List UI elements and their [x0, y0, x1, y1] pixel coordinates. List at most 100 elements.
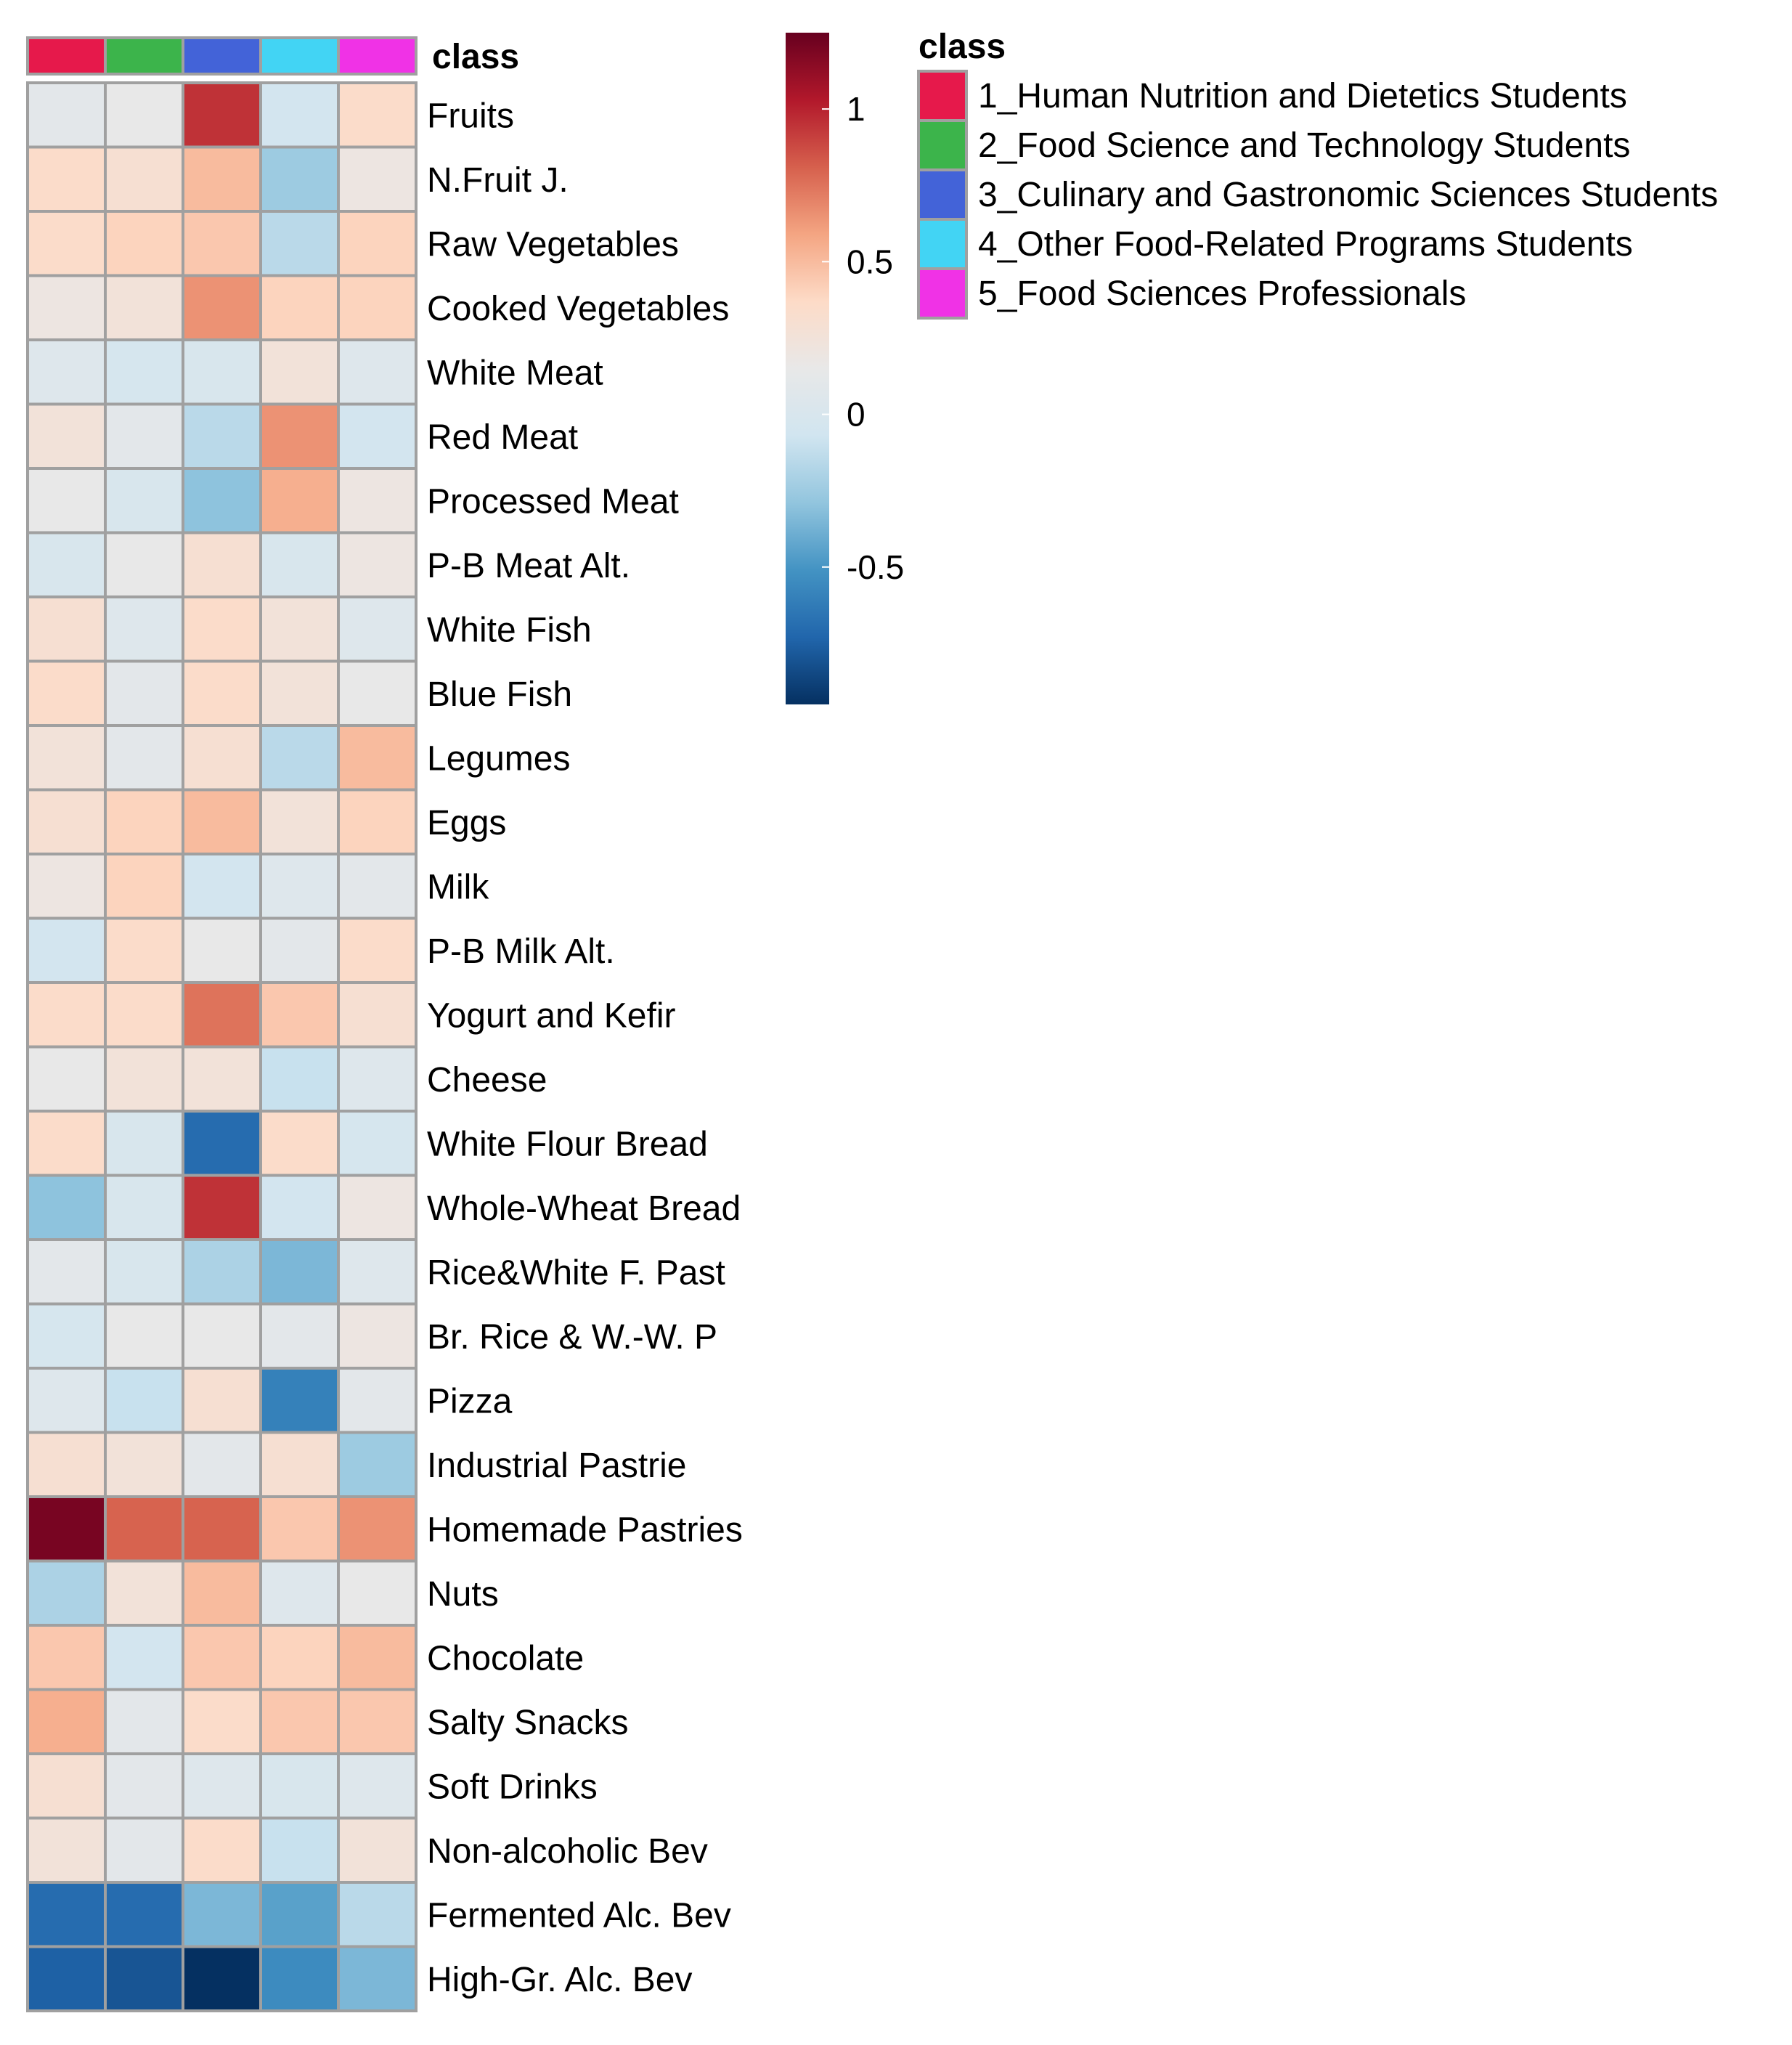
- heatmap-cell: [182, 1495, 262, 1563]
- heatmap-cell: [104, 595, 184, 663]
- heatmap-cell: [182, 145, 262, 213]
- heatmap-cell: [259, 1881, 340, 1948]
- heatmap-cell: [337, 853, 418, 920]
- heatmap-cell: [337, 1881, 418, 1948]
- heatmap-cell: [182, 1688, 262, 1755]
- heatmap-cell: [182, 1559, 262, 1627]
- row-label: Yogurt and Kefir: [427, 996, 675, 1035]
- heatmap-cell: [182, 402, 262, 470]
- row-label: P-B Meat Alt.: [427, 547, 630, 585]
- heatmap-cell: [104, 274, 184, 341]
- heatmap-cell: [104, 916, 184, 984]
- heatmap-cell: [182, 1238, 262, 1306]
- colorbar-tick-label: -0.5: [847, 548, 904, 586]
- heatmap-cell: [337, 1752, 418, 1820]
- annotation-cell-5: [337, 36, 418, 76]
- heatmap-cell: [104, 338, 184, 406]
- heatmap-cell: [104, 659, 184, 727]
- annotation-cell-3: [182, 36, 262, 76]
- legend-label-5: 5_Food Sciences Professionals: [978, 275, 1466, 313]
- heatmap-cell: [104, 145, 184, 213]
- heatmap-cell: [182, 1110, 262, 1177]
- row-label: P-B Milk Alt.: [427, 932, 615, 971]
- heatmap-cell: [259, 595, 340, 663]
- legend-swatch-4: [917, 218, 968, 270]
- heatmap-cell: [182, 1302, 262, 1370]
- row-label: Soft Drinks: [427, 1768, 598, 1806]
- row-label: Cheese: [427, 1061, 547, 1099]
- heatmap-cell: [104, 1752, 184, 1820]
- legend-label-4: 4_Other Food-Related Programs Students: [978, 225, 1633, 264]
- column-annotation-bar: [26, 36, 418, 76]
- row-label: Nuts: [427, 1575, 499, 1614]
- heatmap-cell: [26, 402, 107, 470]
- row-label: Non-alcoholic Bev: [427, 1832, 708, 1871]
- colorbar-ticks: -0.5 0 0.5 1: [822, 90, 904, 586]
- heatmap-cell: [337, 595, 418, 663]
- heatmap-cell: [104, 467, 184, 534]
- heatmap-cell: [259, 338, 340, 406]
- heatmap-cell: [259, 1367, 340, 1434]
- heatmap-cell: [337, 1945, 418, 2012]
- heatmap-cell: [182, 338, 262, 406]
- heatmap-cell: [259, 659, 340, 727]
- row-label: Milk: [427, 868, 489, 906]
- heatmap-cell: [337, 81, 418, 149]
- heatmap-cell: [26, 595, 107, 663]
- heatmap-cell: [182, 1431, 262, 1498]
- legend-swatch-5: [917, 267, 968, 320]
- heatmap-cell: [337, 467, 418, 534]
- heatmap-cell: [337, 338, 418, 406]
- heatmap-cell: [182, 1367, 262, 1434]
- heatmap-cell: [182, 467, 262, 534]
- annotation-row-title: class: [432, 38, 519, 76]
- row-label: Salty Snacks: [427, 1704, 628, 1742]
- heatmap-cell: [104, 1688, 184, 1755]
- annotation-cell-1: [26, 36, 107, 76]
- heatmap-cell: [259, 1624, 340, 1691]
- annotation-cell-4: [259, 36, 340, 76]
- heatmap-cell: [337, 916, 418, 984]
- legend-label-2: 2_Food Science and Technology Students: [978, 126, 1630, 165]
- row-label: Chocolate: [427, 1639, 584, 1678]
- heatmap-cell: [182, 81, 262, 149]
- heatmap-cell: [337, 1816, 418, 1884]
- legend-swatch-2: [917, 119, 968, 171]
- heatmap-cell: [337, 402, 418, 470]
- heatmap-cell: [26, 1816, 107, 1884]
- row-label: Pizza: [427, 1382, 513, 1420]
- heatmap-cell: [26, 81, 107, 149]
- heatmap-cell: [182, 595, 262, 663]
- heatmap-cell: [259, 531, 340, 598]
- heatmap-cell: [259, 81, 340, 149]
- legend-label-1: 1_Human Nutrition and Dietetics Students: [978, 77, 1627, 115]
- heatmap-cell: [26, 1431, 107, 1498]
- heatmap-cell: [337, 1559, 418, 1627]
- annotation-cell-2: [104, 36, 184, 76]
- heatmap-cell: [259, 1559, 340, 1627]
- heatmap-cell: [104, 1431, 184, 1498]
- heatmap-cell: [259, 916, 340, 984]
- row-label: High-Gr. Alc. Bev: [427, 1961, 692, 1999]
- heatmap-cells: [26, 81, 418, 2012]
- heatmap-cell: [182, 659, 262, 727]
- heatmap-cell: [259, 1045, 340, 1113]
- heatmap-cell: [26, 1559, 107, 1627]
- legend-label-3: 3_Culinary and Gastronomic Sciences Stud…: [978, 176, 1718, 214]
- legend-title: class: [919, 28, 1006, 66]
- heatmap-cell: [337, 274, 418, 341]
- heatmap-cell: [104, 1174, 184, 1241]
- heatmap-cell: [182, 1816, 262, 1884]
- heatmap-cell: [259, 1752, 340, 1820]
- heatmap-cell: [26, 916, 107, 984]
- heatmap-cell: [26, 1238, 107, 1306]
- heatmap-cell: [26, 724, 107, 792]
- heatmap-cell: [182, 788, 262, 855]
- heatmap-cell: [104, 1495, 184, 1563]
- heatmap-cell: [26, 853, 107, 920]
- heatmap-cell: [104, 531, 184, 598]
- heatmap-cell: [337, 724, 418, 792]
- heatmap-cell: [337, 1238, 418, 1306]
- heatmap-cell: [259, 467, 340, 534]
- heatmap-cell: [259, 981, 340, 1049]
